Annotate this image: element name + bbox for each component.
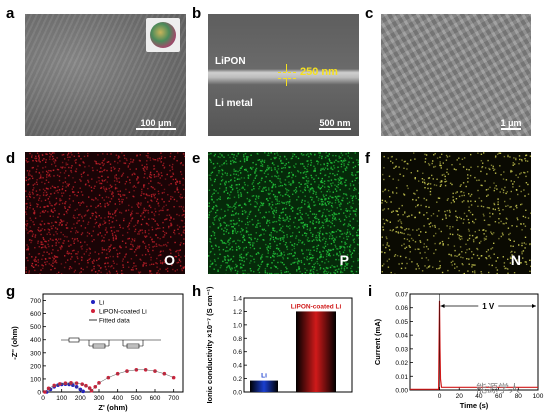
inset-photo (146, 18, 180, 52)
x-tick-label: 400 (112, 395, 123, 402)
y-tick-label: 0.07 (395, 292, 408, 299)
bar-label: Li (261, 373, 267, 380)
scale-bar-b: 500 nm (317, 118, 353, 130)
sem-image-b: LiPON Li metal 250 nm 500 nm (208, 14, 359, 136)
y-axis-label: Current (mA) (373, 318, 382, 365)
y-tick-label: 0.6 (233, 349, 242, 356)
lipon-label: LiPON (215, 56, 246, 67)
y-tick-label: 500 (30, 324, 41, 331)
x-tick-label: 0 (438, 393, 442, 400)
y-tick-label: 0.02 (395, 360, 408, 367)
x-tick-label: 60 (495, 393, 503, 400)
element-label-p: P (339, 252, 349, 268)
y-tick-label: 1.4 (233, 296, 242, 303)
fitted-line (44, 369, 174, 393)
data-point (81, 389, 85, 394)
y-tick-label: 200 (30, 363, 41, 370)
y-tick-label: 0.00 (395, 388, 408, 395)
y-tick-label: 400 (30, 337, 41, 344)
y-tick-label: 600 (30, 311, 41, 318)
eds-map-p: P (208, 152, 359, 274)
annotation-label: 1 V (482, 302, 495, 311)
current-line (410, 300, 538, 390)
x-tick-label: 700 (168, 395, 179, 402)
y-tick-label: 300 (30, 350, 41, 357)
bar-label: LiPON-coated Li (291, 303, 342, 310)
sem-image-a: 100 μm (25, 14, 186, 136)
sem-image-c: 1 μm (381, 14, 531, 136)
y-axis-label: Ionic conductivity ×10⁻⁷ (S cm⁻¹) (205, 286, 214, 404)
li-metal-label: Li metal (215, 98, 253, 109)
y-tick-label: 0.01 (395, 374, 408, 381)
eds-map-o: O (25, 152, 185, 274)
thickness-label: 250 nm (300, 66, 338, 78)
plot-frame (42, 293, 184, 393)
legend-marker-li (91, 300, 95, 304)
bar-li (250, 380, 278, 392)
arrow-head-left (440, 304, 445, 308)
x-tick-label: 200 (75, 395, 86, 402)
y-tick-label: 1.2 (233, 309, 242, 316)
x-tick-label: 20 (456, 393, 464, 400)
watermark: 能源学人 (476, 383, 520, 395)
y-tick-label: 700 (30, 298, 41, 305)
eds-dots-n (381, 152, 531, 274)
circuit-resistor (68, 337, 80, 343)
y-tick-label: 1.0 (233, 322, 242, 329)
eds-map-n: N (381, 152, 531, 274)
bar-lipon (296, 311, 336, 392)
y-tick-label: 0.4 (233, 363, 242, 370)
element-label-n: N (510, 252, 521, 268)
y-tick-label: 0.04 (395, 333, 408, 340)
x-tick-label: 100 (533, 393, 544, 400)
current-time-chart: 0.00 0.01 0.02 0.03 0.04 0.05 0.06 0.07 0 20 40 60 8… (373, 292, 544, 411)
x-tick-label: 100 (56, 395, 67, 402)
element-label-o: O (164, 252, 175, 268)
eds-dots-o (25, 152, 185, 274)
panel-letter-b: b (192, 5, 202, 22)
panel-letter-i: i (368, 283, 373, 300)
plot-frame (409, 293, 539, 391)
panel-letter-g: g (6, 283, 16, 300)
x-tick-label: 300 (94, 395, 105, 402)
y-axis-label: -Z'' (ohm) (10, 326, 19, 360)
panel-letter-d: d (6, 150, 16, 167)
x-axis-label: Z' (ohm) (98, 403, 128, 412)
annotation-bg (478, 301, 499, 311)
legend-label-lipon: LiPON-coated Li (99, 309, 147, 316)
y-tick-label: 0.8 (233, 336, 242, 343)
scale-label-b: 500 nm (319, 118, 351, 128)
thickness-markers (278, 64, 296, 86)
x-tick-label: 40 (475, 393, 483, 400)
legend-marker-lipon (91, 309, 95, 313)
x-tick-label: 80 (515, 393, 523, 400)
y-tick-label: 0.2 (233, 376, 242, 383)
x-tick-label: 600 (150, 395, 161, 402)
y-tick-label: 0.0 (233, 390, 242, 397)
x-tick-label: 500 (131, 395, 142, 402)
scale-bar-a: 100 μm (134, 118, 178, 130)
scale-label-c: 1 μm (500, 118, 522, 128)
eds-dots-p (208, 152, 359, 274)
x-axis-label: Time (s) (460, 401, 489, 410)
panel-letter-h: h (192, 283, 202, 300)
panel-letter-e: e (192, 150, 201, 167)
equivalent-circuit (61, 337, 161, 349)
panel-letter-f: f (365, 150, 370, 167)
legend-label-li: Li (99, 300, 104, 307)
y-tick-label: 0 (37, 390, 41, 397)
y-tick-label: 0.05 (395, 319, 408, 326)
x-tick-label: 0 (41, 395, 45, 402)
panel-letter-c: c (365, 5, 374, 22)
legend-label-fit: Fitted data (99, 318, 130, 325)
nyquist-plot: 0 100 200 300 400 500 600 700 0 100 200 300 400 500 60… (10, 293, 184, 412)
panel-letter-a: a (6, 5, 15, 22)
y-tick-label: 0.03 (395, 346, 408, 353)
conductivity-bar-chart: 0.0 0.2 0.4 0.6 0.8 1.0 1.2 1.4 Ionic conductivi… (205, 286, 353, 404)
y-tick-label: 0.06 (395, 305, 408, 312)
y-tick-label: 100 (30, 376, 41, 383)
scale-label-a: 100 μm (140, 118, 172, 128)
scale-bar-c: 1 μm (499, 118, 523, 130)
arrow-head-right (532, 304, 536, 308)
